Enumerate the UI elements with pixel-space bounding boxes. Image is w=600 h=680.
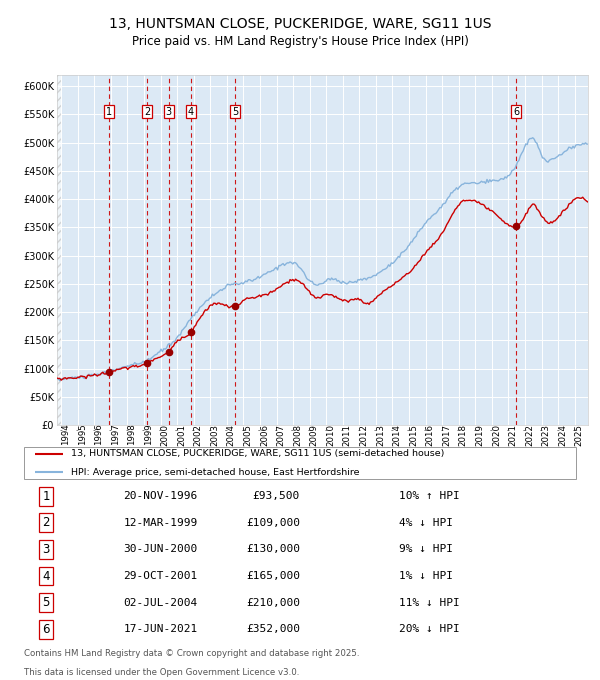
Text: £130,000: £130,000 xyxy=(246,545,300,554)
Text: 2007: 2007 xyxy=(277,424,286,445)
Text: 4% ↓ HPI: 4% ↓ HPI xyxy=(400,517,454,528)
Text: 13, HUNTSMAN CLOSE, PUCKERIDGE, WARE, SG11 1US: 13, HUNTSMAN CLOSE, PUCKERIDGE, WARE, SG… xyxy=(109,17,491,31)
Text: HPI: Average price, semi-detached house, East Hertfordshire: HPI: Average price, semi-detached house,… xyxy=(71,468,359,477)
Text: 2022: 2022 xyxy=(525,424,534,445)
Text: 2015: 2015 xyxy=(409,424,418,445)
Text: 2017: 2017 xyxy=(442,424,451,445)
Text: 2019: 2019 xyxy=(475,424,484,445)
Text: 2006: 2006 xyxy=(260,424,269,445)
Text: This data is licensed under the Open Government Licence v3.0.: This data is licensed under the Open Gov… xyxy=(24,668,299,677)
Text: 2021: 2021 xyxy=(508,424,517,445)
Text: 2025: 2025 xyxy=(575,424,584,445)
Text: 1: 1 xyxy=(43,490,50,503)
Text: £165,000: £165,000 xyxy=(246,571,300,581)
Text: Price paid vs. HM Land Registry's House Price Index (HPI): Price paid vs. HM Land Registry's House … xyxy=(131,35,469,48)
Text: 2020: 2020 xyxy=(492,424,501,445)
Text: 11% ↓ HPI: 11% ↓ HPI xyxy=(400,598,460,608)
Text: 1998: 1998 xyxy=(127,424,136,445)
Text: 2009: 2009 xyxy=(310,424,319,445)
Text: £210,000: £210,000 xyxy=(246,598,300,608)
Text: 3: 3 xyxy=(43,543,50,556)
Text: 2003: 2003 xyxy=(210,424,219,445)
FancyBboxPatch shape xyxy=(24,447,576,479)
Text: 2001: 2001 xyxy=(177,424,186,445)
Text: 1994: 1994 xyxy=(61,424,70,445)
Text: 5: 5 xyxy=(43,596,50,609)
Text: 1999: 1999 xyxy=(144,424,153,445)
Text: Contains HM Land Registry data © Crown copyright and database right 2025.: Contains HM Land Registry data © Crown c… xyxy=(24,649,359,658)
Text: 2011: 2011 xyxy=(343,424,352,445)
Text: 4: 4 xyxy=(188,107,194,116)
Text: £352,000: £352,000 xyxy=(246,624,300,634)
Text: 20-NOV-1996: 20-NOV-1996 xyxy=(124,491,197,501)
Text: 1% ↓ HPI: 1% ↓ HPI xyxy=(400,571,454,581)
Text: 17-JUN-2021: 17-JUN-2021 xyxy=(124,624,197,634)
Text: 29-OCT-2001: 29-OCT-2001 xyxy=(124,571,197,581)
Text: 20% ↓ HPI: 20% ↓ HPI xyxy=(400,624,460,634)
Text: 30-JUN-2000: 30-JUN-2000 xyxy=(124,545,197,554)
Text: 2023: 2023 xyxy=(542,424,551,445)
Text: £109,000: £109,000 xyxy=(246,517,300,528)
Text: 2024: 2024 xyxy=(558,424,567,445)
Text: 5: 5 xyxy=(232,107,238,116)
Text: 2: 2 xyxy=(43,516,50,529)
Text: 2012: 2012 xyxy=(359,424,368,445)
Text: 2008: 2008 xyxy=(293,424,302,445)
Text: 2: 2 xyxy=(144,107,150,116)
Text: 1997: 1997 xyxy=(111,424,120,445)
Text: 2014: 2014 xyxy=(392,424,401,445)
Text: 3: 3 xyxy=(166,107,172,116)
Text: 2002: 2002 xyxy=(194,424,203,445)
Text: 10% ↑ HPI: 10% ↑ HPI xyxy=(400,491,460,501)
Text: 9% ↓ HPI: 9% ↓ HPI xyxy=(400,545,454,554)
Text: 1996: 1996 xyxy=(94,424,103,445)
Text: 1: 1 xyxy=(106,107,112,116)
Text: £93,500: £93,500 xyxy=(253,491,300,501)
Text: 6: 6 xyxy=(513,107,519,116)
Text: 2010: 2010 xyxy=(326,424,335,445)
Text: 2016: 2016 xyxy=(425,424,434,445)
Text: 2000: 2000 xyxy=(161,424,170,445)
Text: 6: 6 xyxy=(43,623,50,636)
Text: 1995: 1995 xyxy=(78,424,87,445)
Bar xyxy=(57,75,61,425)
Text: 2013: 2013 xyxy=(376,424,385,445)
Text: 4: 4 xyxy=(43,570,50,583)
Text: 13, HUNTSMAN CLOSE, PUCKERIDGE, WARE, SG11 1US (semi-detached house): 13, HUNTSMAN CLOSE, PUCKERIDGE, WARE, SG… xyxy=(71,449,444,458)
Text: 2018: 2018 xyxy=(459,424,468,445)
Text: 12-MAR-1999: 12-MAR-1999 xyxy=(124,517,197,528)
Text: 02-JUL-2004: 02-JUL-2004 xyxy=(124,598,197,608)
Text: 2005: 2005 xyxy=(244,424,253,445)
Text: 2004: 2004 xyxy=(227,424,236,445)
